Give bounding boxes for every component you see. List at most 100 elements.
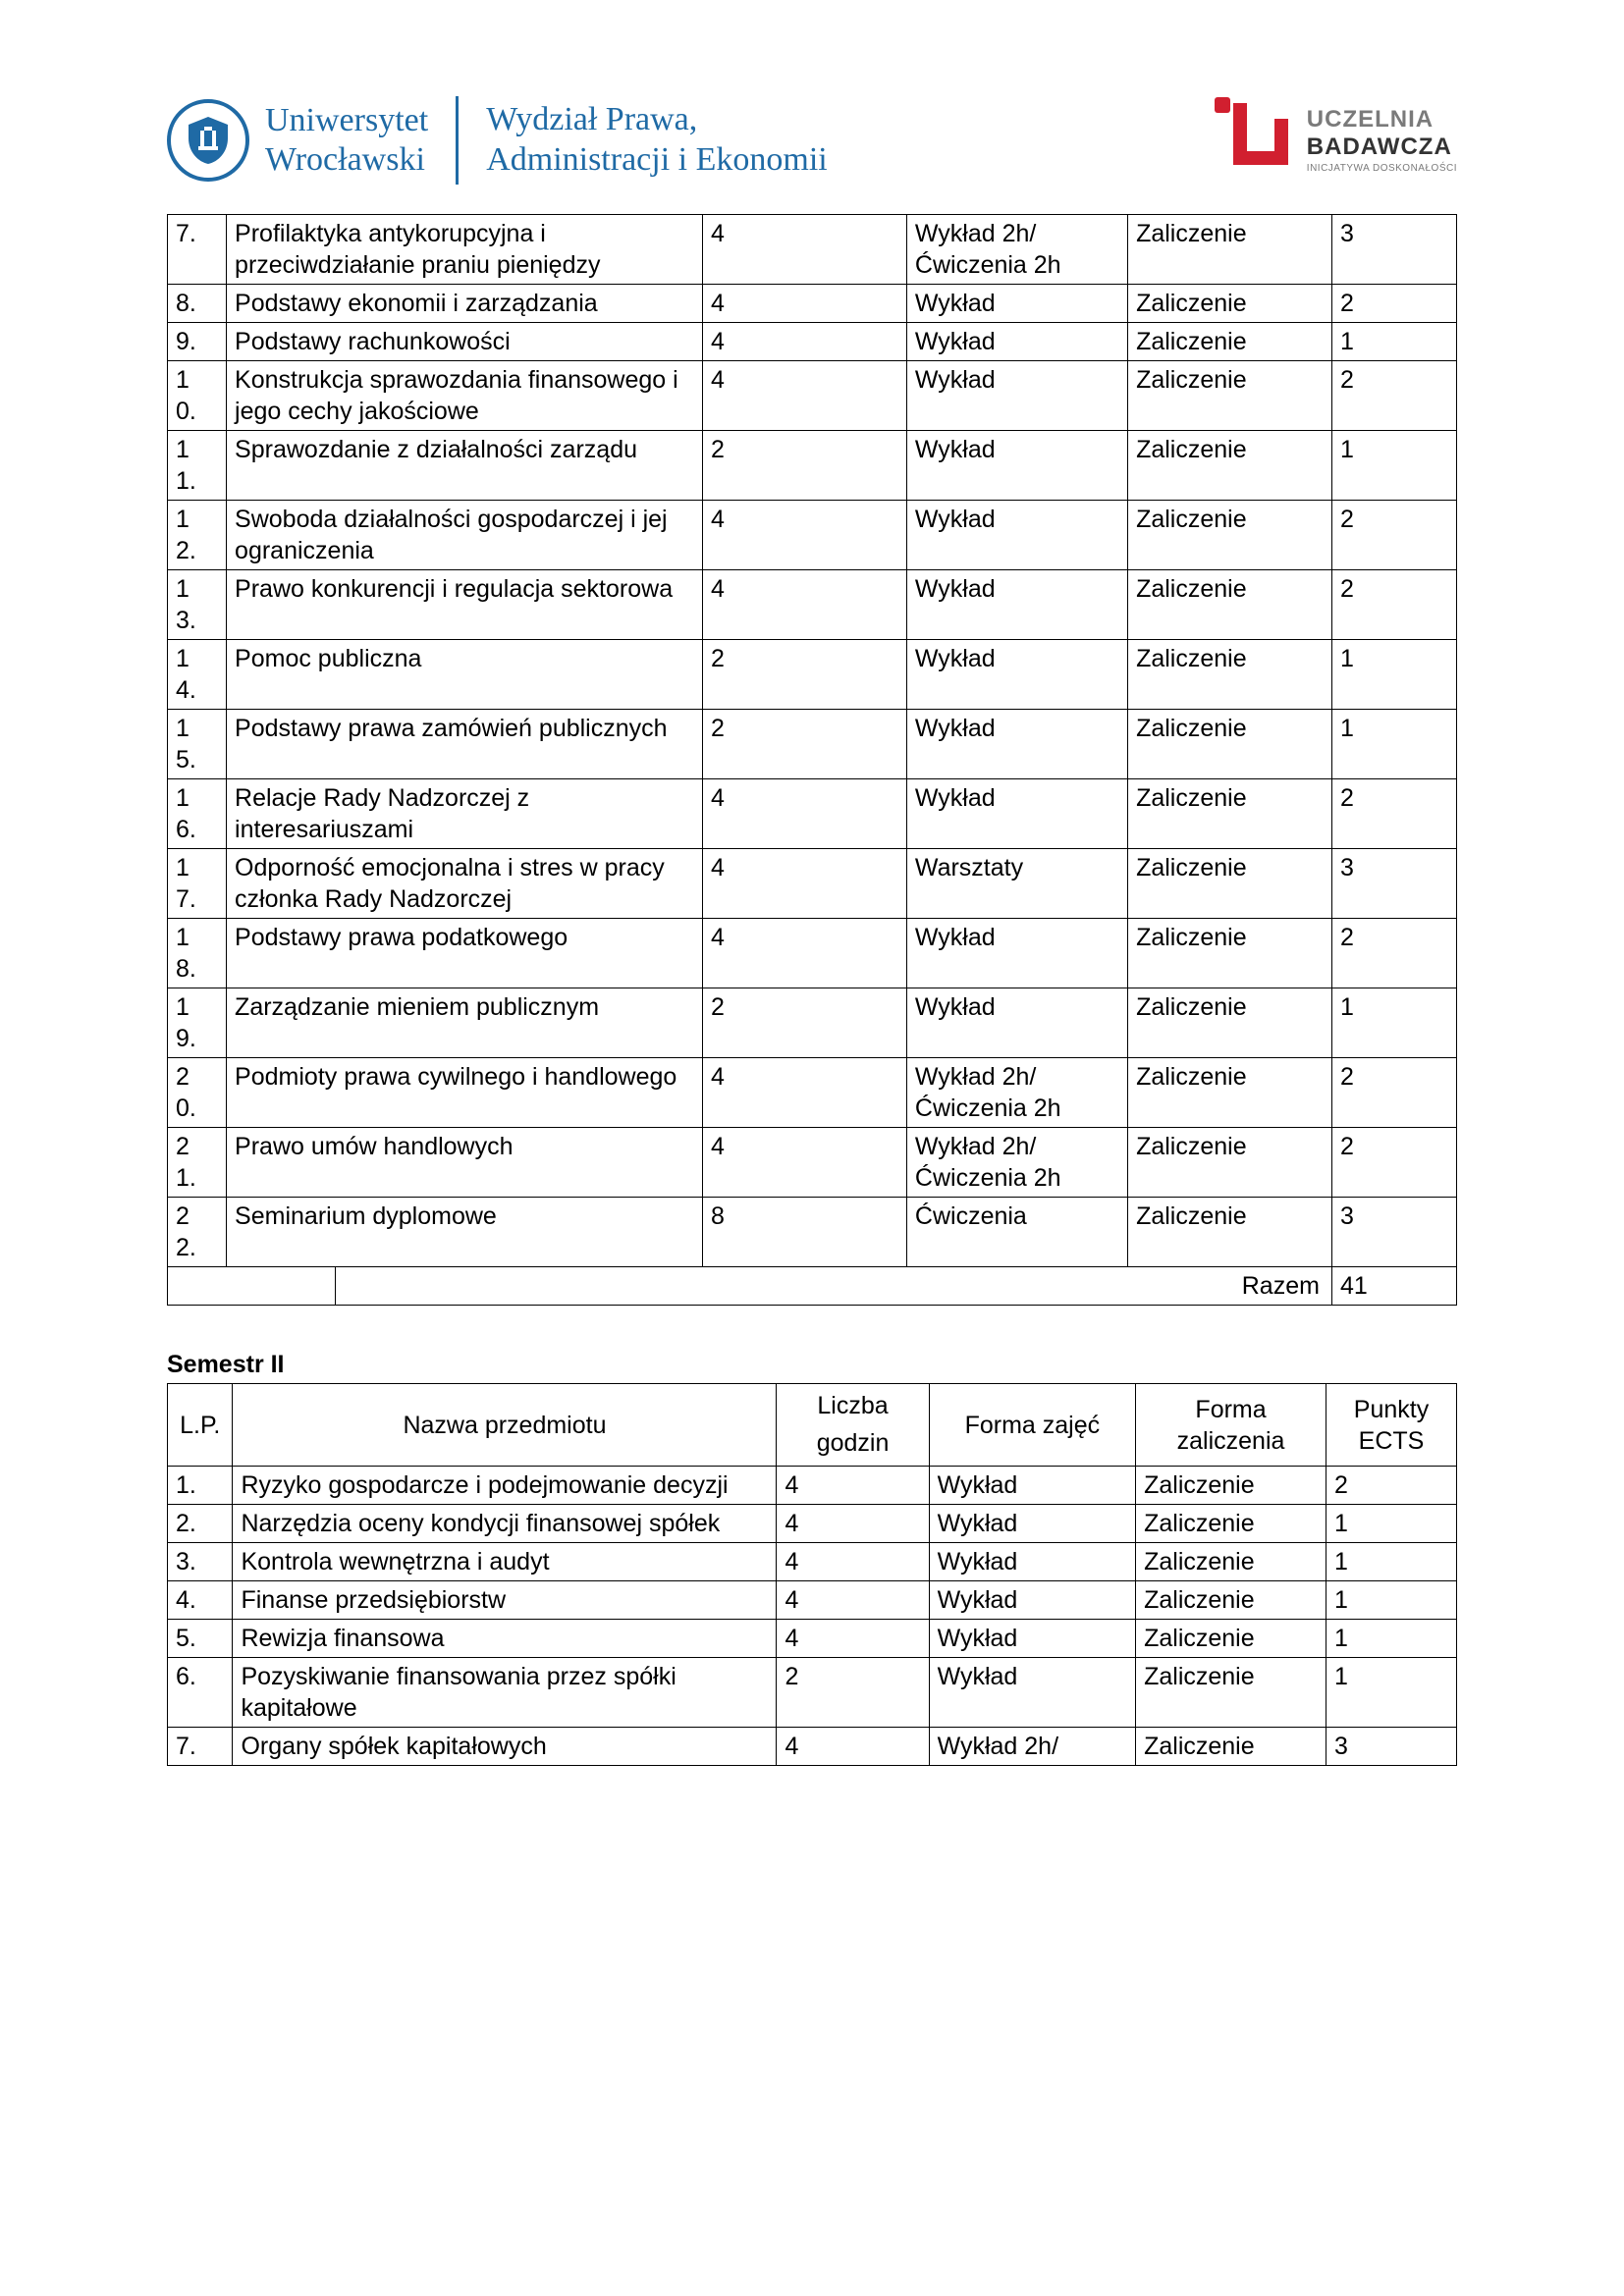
cell-zal: Zaliczenie bbox=[1128, 1058, 1332, 1128]
table-row: 3.Kontrola wewnętrzna i audyt4WykładZali… bbox=[168, 1543, 1457, 1581]
cell-hours: 2 bbox=[777, 1658, 929, 1728]
cell-hours: 4 bbox=[703, 849, 907, 919]
cell-form: Wykład bbox=[929, 1620, 1136, 1658]
th-ects: PunktyECTS bbox=[1326, 1384, 1456, 1467]
cell-name: Rewizja finansowa bbox=[233, 1620, 777, 1658]
cell-zal: Zaliczenie bbox=[1128, 779, 1332, 849]
cell-ects: 1 bbox=[1326, 1581, 1456, 1620]
cell-hours: 4 bbox=[703, 501, 907, 570]
cell-ects: 1 bbox=[1326, 1543, 1456, 1581]
cell-hours: 4 bbox=[703, 570, 907, 640]
cell-hours: 4 bbox=[703, 215, 907, 285]
cell-form: Wykład bbox=[906, 919, 1127, 988]
cell-name: Organy spółek kapitałowych bbox=[233, 1728, 777, 1766]
cell-lp: 7. bbox=[168, 1728, 233, 1766]
cell-lp: 3. bbox=[168, 1543, 233, 1581]
cell-zal: Zaliczenie bbox=[1136, 1467, 1326, 1505]
ub-text: UCZELNIA BADAWCZA INICJATYWA DOSKONAŁOŚC… bbox=[1307, 106, 1457, 174]
cell-zal: Zaliczenie bbox=[1128, 570, 1332, 640]
cell-form: Wykład bbox=[906, 640, 1127, 710]
cell-ects: 2 bbox=[1331, 285, 1456, 323]
cell-hours: 4 bbox=[777, 1620, 929, 1658]
cell-lp: 15. bbox=[168, 710, 227, 779]
cell-ects: 2 bbox=[1326, 1467, 1456, 1505]
cell-ects: 1 bbox=[1326, 1620, 1456, 1658]
cell-form: Wykład bbox=[906, 988, 1127, 1058]
cell-name: Seminarium dyplomowe bbox=[227, 1198, 703, 1267]
table-row: 17.Odporność emocjonalna i stres w pracy… bbox=[168, 849, 1457, 919]
cell-name: Podstawy rachunkowości bbox=[227, 323, 703, 361]
cell-name: Odporność emocjonalna i stres w pracy cz… bbox=[227, 849, 703, 919]
table-row: 9.Podstawy rachunkowości4WykładZaliczeni… bbox=[168, 323, 1457, 361]
cell-zal: Zaliczenie bbox=[1128, 431, 1332, 501]
cell-ects: 1 bbox=[1331, 988, 1456, 1058]
table-row: 4.Finanse przedsiębiorstw4WykładZaliczen… bbox=[168, 1581, 1457, 1620]
cell-hours: 4 bbox=[703, 361, 907, 431]
cell-ects: 1 bbox=[1331, 323, 1456, 361]
cell-ects: 2 bbox=[1331, 570, 1456, 640]
cell-lp: 1. bbox=[168, 1467, 233, 1505]
cell-lp: 9. bbox=[168, 323, 227, 361]
ub-line2: BADAWCZA bbox=[1307, 133, 1457, 161]
cell-name: Podstawy ekonomii i zarządzania bbox=[227, 285, 703, 323]
cell-lp: 10. bbox=[168, 361, 227, 431]
cell-ects: 1 bbox=[1326, 1505, 1456, 1543]
cell-zal: Zaliczenie bbox=[1128, 1128, 1332, 1198]
cell-zal: Zaliczenie bbox=[1128, 501, 1332, 570]
ub-sub: INICJATYWA DOSKONAŁOŚCI bbox=[1307, 163, 1457, 174]
cell-form: Ćwiczenia bbox=[906, 1198, 1127, 1267]
ub-logo-block: UCZELNIA BADAWCZA INICJATYWA DOSKONAŁOŚC… bbox=[1205, 93, 1457, 187]
cell-hours: 4 bbox=[777, 1581, 929, 1620]
ub-mark-icon bbox=[1205, 93, 1293, 187]
cell-form: Wykład bbox=[929, 1505, 1136, 1543]
cell-ects: 1 bbox=[1331, 710, 1456, 779]
cell-zal: Zaliczenie bbox=[1128, 710, 1332, 779]
cell-form: Wykład bbox=[929, 1467, 1136, 1505]
cell-hours: 2 bbox=[703, 988, 907, 1058]
cell-zal: Zaliczenie bbox=[1136, 1543, 1326, 1581]
cell-ects: 2 bbox=[1331, 1058, 1456, 1128]
cell-form: Wykład bbox=[929, 1543, 1136, 1581]
table-row: 20.Podmioty prawa cywilnego i handlowego… bbox=[168, 1058, 1457, 1128]
divider bbox=[456, 96, 459, 185]
table-row: 11.Sprawozdanie z działalności zarządu2W… bbox=[168, 431, 1457, 501]
cell-hours: 4 bbox=[703, 779, 907, 849]
th-zal: Formazaliczenia bbox=[1136, 1384, 1326, 1467]
cell-name: Sprawozdanie z działalności zarządu bbox=[227, 431, 703, 501]
cell-name: Profilaktyka antykorupcyjna i przeciwdzi… bbox=[227, 215, 703, 285]
cell-zal: Zaliczenie bbox=[1128, 919, 1332, 988]
razem-label: Razem bbox=[1242, 1272, 1320, 1300]
table-row: 5.Rewizja finansowa4WykładZaliczenie1 bbox=[168, 1620, 1457, 1658]
cell-form: Wykład 2h/ bbox=[929, 1728, 1136, 1766]
cell-zal: Zaliczenie bbox=[1128, 640, 1332, 710]
cell-lp: 17. bbox=[168, 849, 227, 919]
cell-hours: 2 bbox=[703, 640, 907, 710]
cell-hours: 2 bbox=[703, 431, 907, 501]
cell-lp: 18. bbox=[168, 919, 227, 988]
cell-name: Relacje Rady Nadzorczej z interesariusza… bbox=[227, 779, 703, 849]
table-header-row: L.P. Nazwa przedmiotu Liczbagodzin Forma… bbox=[168, 1384, 1457, 1467]
cell-lp: 13. bbox=[168, 570, 227, 640]
cell-hours: 4 bbox=[777, 1728, 929, 1766]
cell-form: Wykład bbox=[929, 1658, 1136, 1728]
cell-form: Wykład 2h/Ćwiczenia 2h bbox=[906, 215, 1127, 285]
cell-zal: Zaliczenie bbox=[1128, 323, 1332, 361]
cell-lp: 5. bbox=[168, 1620, 233, 1658]
cell-hours: 4 bbox=[777, 1467, 929, 1505]
table-row: 15.Podstawy prawa zamówień publicznych2W… bbox=[168, 710, 1457, 779]
cell-hours: 4 bbox=[777, 1543, 929, 1581]
cell-name: Pomoc publiczna bbox=[227, 640, 703, 710]
cell-name: Finanse przedsiębiorstw bbox=[233, 1581, 777, 1620]
cell-ects: 1 bbox=[1331, 431, 1456, 501]
cell-name: Podstawy prawa podatkowego bbox=[227, 919, 703, 988]
table-row: 7.Organy spółek kapitałowych4Wykład 2h/Z… bbox=[168, 1728, 1457, 1766]
cell-hours: 8 bbox=[703, 1198, 907, 1267]
table-row: 1.Ryzyko gospodarcze i podejmowanie decy… bbox=[168, 1467, 1457, 1505]
cell-ects: 3 bbox=[1331, 1198, 1456, 1267]
cell-lp: 8. bbox=[168, 285, 227, 323]
table-row: 21.Prawo umów handlowych4Wykład 2h/Ćwicz… bbox=[168, 1128, 1457, 1198]
cell-form: Wykład bbox=[906, 361, 1127, 431]
cell-form: Wykład 2h/Ćwiczenia 2h bbox=[906, 1058, 1127, 1128]
uni-line1: Uniwersytet bbox=[265, 101, 428, 139]
table-semestr-1: 7.Profilaktyka antykorupcyjna i przeciwd… bbox=[167, 214, 1457, 1306]
